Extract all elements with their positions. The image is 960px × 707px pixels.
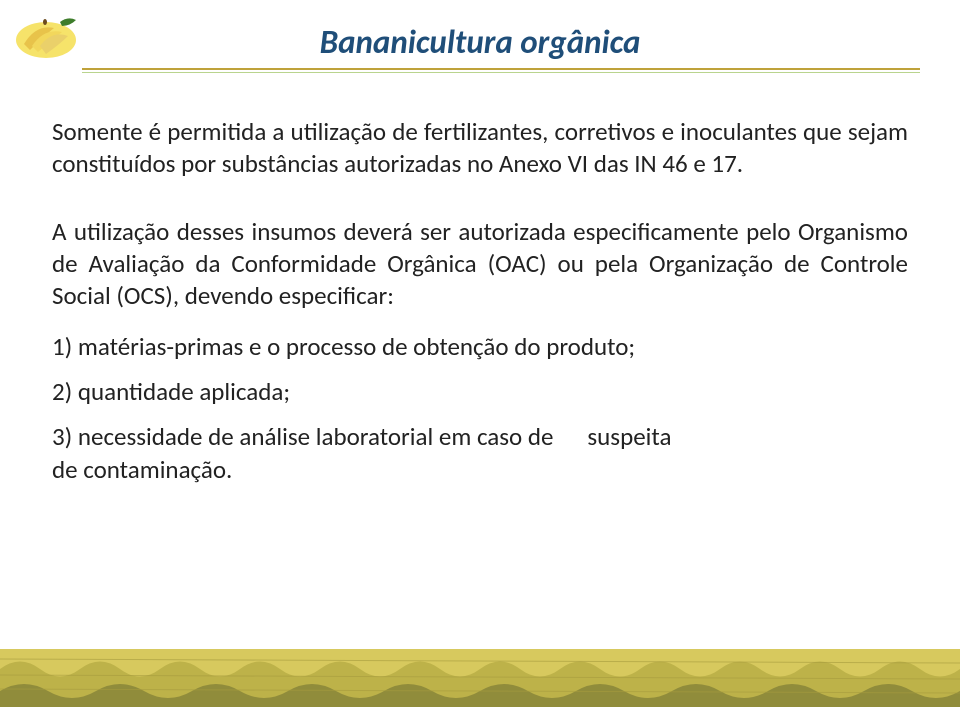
list-item-3-main: 3) necessidade de análise laboratorial e… xyxy=(52,421,553,452)
header: Bananicultura orgânica xyxy=(0,0,960,88)
title-underline xyxy=(82,68,920,73)
list-item-3-line2: de contaminação. xyxy=(52,454,232,485)
footer-banana-strip xyxy=(0,649,960,707)
paragraph-intro: Somente é permitida a utilização de fert… xyxy=(52,116,908,180)
list-item-3-tail: suspeita xyxy=(587,421,671,452)
list-item-2: 2) quantidade aplicada; xyxy=(52,375,908,408)
page-title: Bananicultura orgânica xyxy=(0,14,960,62)
paragraph-spec: A utilização desses insumos deverá ser a… xyxy=(52,216,908,312)
content-area: Somente é permitida a utilização de fert… xyxy=(0,88,960,486)
list-item-3: 3) necessidade de análise laboratorial e… xyxy=(52,420,908,486)
slide: Bananicultura orgânica Somente é permiti… xyxy=(0,0,960,707)
banana-logo xyxy=(10,10,82,62)
list-item-1: 1) matérias-primas e o processo de obten… xyxy=(52,330,908,363)
